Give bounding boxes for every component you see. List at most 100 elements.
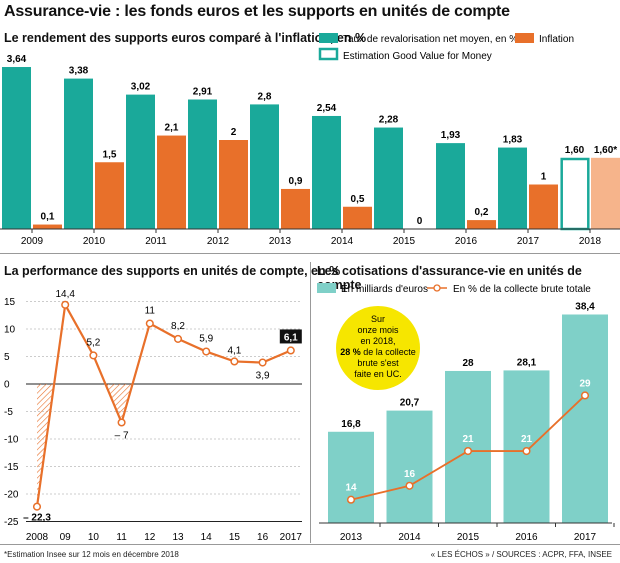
label-inflation-2015: 0 [417,216,423,227]
legend-label-percent: En % de la collecte brute totale [453,284,591,295]
xtick-c2-12: 12 [144,532,156,543]
xtick-2011: 2011 [145,236,167,247]
legend-label-inflation: Inflation [539,34,574,45]
xtick-2012: 2012 [207,236,230,247]
label-inflation-2010: 1,5 [103,149,117,160]
ytick-0: 15 [4,297,16,308]
point-percent-2014 [405,481,414,490]
bar-rate-2017 [498,147,527,229]
label-inflation-2009: 0,1 [41,212,55,223]
footnote-right: « LES ÉCHOS » / SOURCES : ACPR, FFA, INS… [430,550,612,559]
label-percent-2013: 14 [345,483,357,494]
label-billions-2017: 38,4 [575,301,595,312]
point-2008 [32,502,42,511]
callout-line2: onze mois [357,325,399,335]
label-percent-2016: 21 [521,434,533,445]
xtick-c2-2008: 2008 [26,532,49,543]
negative-area-2011 [105,384,133,423]
xtick-c2-16: 16 [257,532,269,543]
bar-rate-2009 [2,67,31,230]
label-rate-2015: 2,28 [379,115,399,126]
label-rate-2018: 1,60 [565,145,585,156]
ytick-6: -15 [4,462,19,473]
ytick-8: -25 [4,517,19,528]
callout-line1: Sur [371,314,385,324]
xtick-2018: 2018 [579,236,602,247]
point-percent-2016 [522,447,531,456]
label-rate-2012: 2,91 [193,87,213,98]
page-title: Assurance-vie : les fonds euros et les s… [4,3,510,20]
bar-billions-2014 [386,410,433,523]
point-11 [117,418,126,427]
xtick-c3-2016: 2016 [515,532,538,543]
bar-billions-2015 [445,370,491,523]
xtick-2015: 2015 [393,236,416,247]
label-inflation-2014: 0,5 [351,194,365,205]
ytick-7: -20 [4,490,19,501]
xtick-c2-2017: 2017 [280,532,303,543]
legend-marker-percent [433,284,441,292]
label-11: – 7 [115,431,129,442]
xtick-2013: 2013 [269,236,292,247]
bar-billions-2016 [503,370,550,523]
label-rate-2011: 3,02 [131,82,151,93]
xtick-2009: 2009 [21,236,44,247]
xtick-c2-14: 14 [201,532,213,543]
callout-line4: 28 % de la collecte [340,347,416,357]
point-15 [230,357,239,366]
xtick-c3-2013: 2013 [340,532,363,543]
xtick-2014: 2014 [331,236,354,247]
bar-inflation-2013 [281,188,310,229]
chart1-svg: Taux de revalorisation net moyen, en % I… [0,33,620,247]
label-inflation-2016: 0,2 [475,207,489,218]
point-2017 [286,346,295,355]
xtick-c3-2014: 2014 [398,532,421,543]
bar-rate-2010 [64,78,93,229]
callout-line5: brute s'est [357,358,399,368]
label-2008: – 22,3 [23,513,51,524]
ytick-2: 5 [4,352,10,363]
bar-billions-2017 [562,314,608,523]
bar-inflation-2012 [219,140,248,229]
performance-line [35,301,292,507]
ytick-5: -10 [4,435,19,446]
label-10: 5,2 [86,337,100,348]
xtick-2016: 2016 [455,236,478,247]
callout-bubble: Sur onze mois en 2018, 28 % de la collec… [336,306,420,390]
legend-swatch-billions [317,283,336,293]
ytick-4: -5 [4,407,13,418]
bar-inflation-2016 [467,220,496,229]
ytick-3: 0 [4,380,10,391]
label-inflation-2012: 2 [231,127,237,138]
xtick-c3-2015: 2015 [457,532,480,543]
point-percent-2015 [463,447,473,456]
label-billions-2014: 20,7 [400,398,420,409]
point-14 [202,347,211,356]
xtick-2017: 2017 [517,236,540,247]
divider-footer [0,544,620,545]
point-10 [89,351,98,360]
label-billions-2016: 28,1 [517,357,537,368]
point-09 [61,300,70,309]
label-rate-2013: 2,8 [258,91,272,102]
bar-inflation-2014 [343,206,372,229]
label-inflation-2011: 2,1 [165,123,179,134]
label-bg-2017 [279,329,302,344]
callout-line3: en 2018, [360,336,395,346]
bar-inflation-2009 [33,224,62,229]
callout-line6: faite en UC. [354,369,402,379]
legend-label-billions: En milliards d'euros [341,284,428,295]
bar-inflation-2011 [157,135,186,229]
label-16: 3,9 [256,371,270,382]
xtick-c2-11: 11 [116,532,127,543]
xtick-c2-15: 15 [229,532,241,543]
chart1-title: Le rendement des supports euros comparé … [4,31,367,45]
legend-swatch-inflation [515,33,534,43]
bar-billions-2013 [328,431,374,523]
bar-rate-2012 [188,99,217,229]
bar-inflation-2017 [529,184,558,229]
bar-rate-2011 [126,94,155,229]
point-13 [173,334,183,343]
footnote-left: *Estimation Insee sur 12 mois en décembr… [4,550,179,559]
label-09: 14,4 [55,289,75,300]
